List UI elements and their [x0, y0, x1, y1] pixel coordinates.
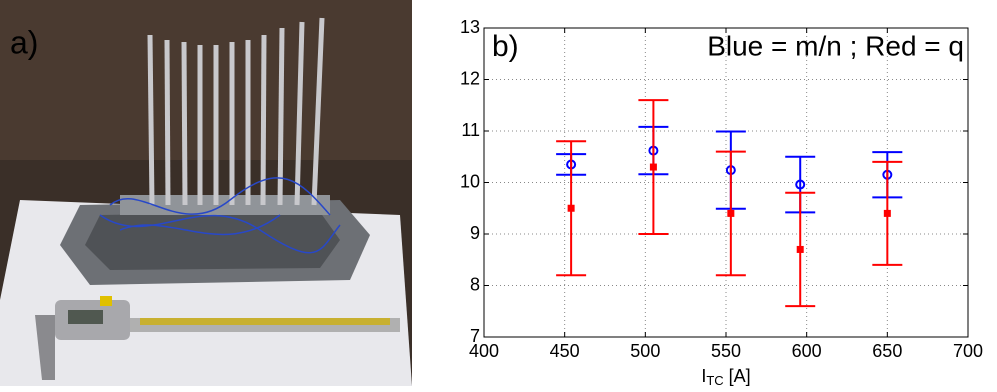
x-tick-label: 650 — [872, 341, 902, 361]
y-tick-label: 12 — [460, 68, 480, 88]
marker — [727, 209, 735, 217]
y-tick-label: 13 — [460, 17, 480, 37]
x-axis-label: ITC [A] — [701, 366, 750, 389]
photo-wires — [99, 177, 341, 254]
x-tick-label: 500 — [630, 341, 660, 361]
x-tick-label: 700 — [953, 341, 983, 361]
x-tick-label: 550 — [711, 341, 741, 361]
y-tick-label: 8 — [470, 274, 480, 294]
photo: a) — [0, 0, 412, 386]
photo-caliper — [35, 296, 400, 380]
x-axis-label-part: I — [701, 366, 706, 386]
x-tick-label: 600 — [792, 341, 822, 361]
photo-rods — [147, 17, 325, 206]
x-tick-label: 450 — [550, 341, 580, 361]
y-tick-label: 9 — [470, 223, 480, 243]
marker — [883, 209, 891, 217]
x-axis-label-part: TC — [706, 373, 723, 388]
annotation: Blue = m/n ; Red = q — [707, 30, 964, 61]
x-axis-label-part: [A] — [729, 366, 751, 386]
panel-label: b) — [492, 30, 519, 63]
photo-bar — [120, 195, 330, 215]
photo-wall — [0, 0, 412, 160]
y-tick-label: 10 — [460, 171, 480, 191]
marker — [567, 204, 575, 212]
x-tick-label: 400 — [469, 341, 499, 361]
y-tick-label: 11 — [461, 120, 480, 140]
marker — [796, 245, 804, 253]
marker — [649, 163, 657, 171]
photo-plate-inner — [85, 212, 340, 270]
chart: 7 8 9 10 11 12 13 400 450 500 550 600 650 700 b) Blue =… — [460, 17, 983, 389]
y-tick-label: 7 — [470, 326, 480, 346]
plot-frame — [483, 27, 969, 338]
photo-label: a) — [10, 24, 38, 60]
marker — [795, 179, 806, 190]
